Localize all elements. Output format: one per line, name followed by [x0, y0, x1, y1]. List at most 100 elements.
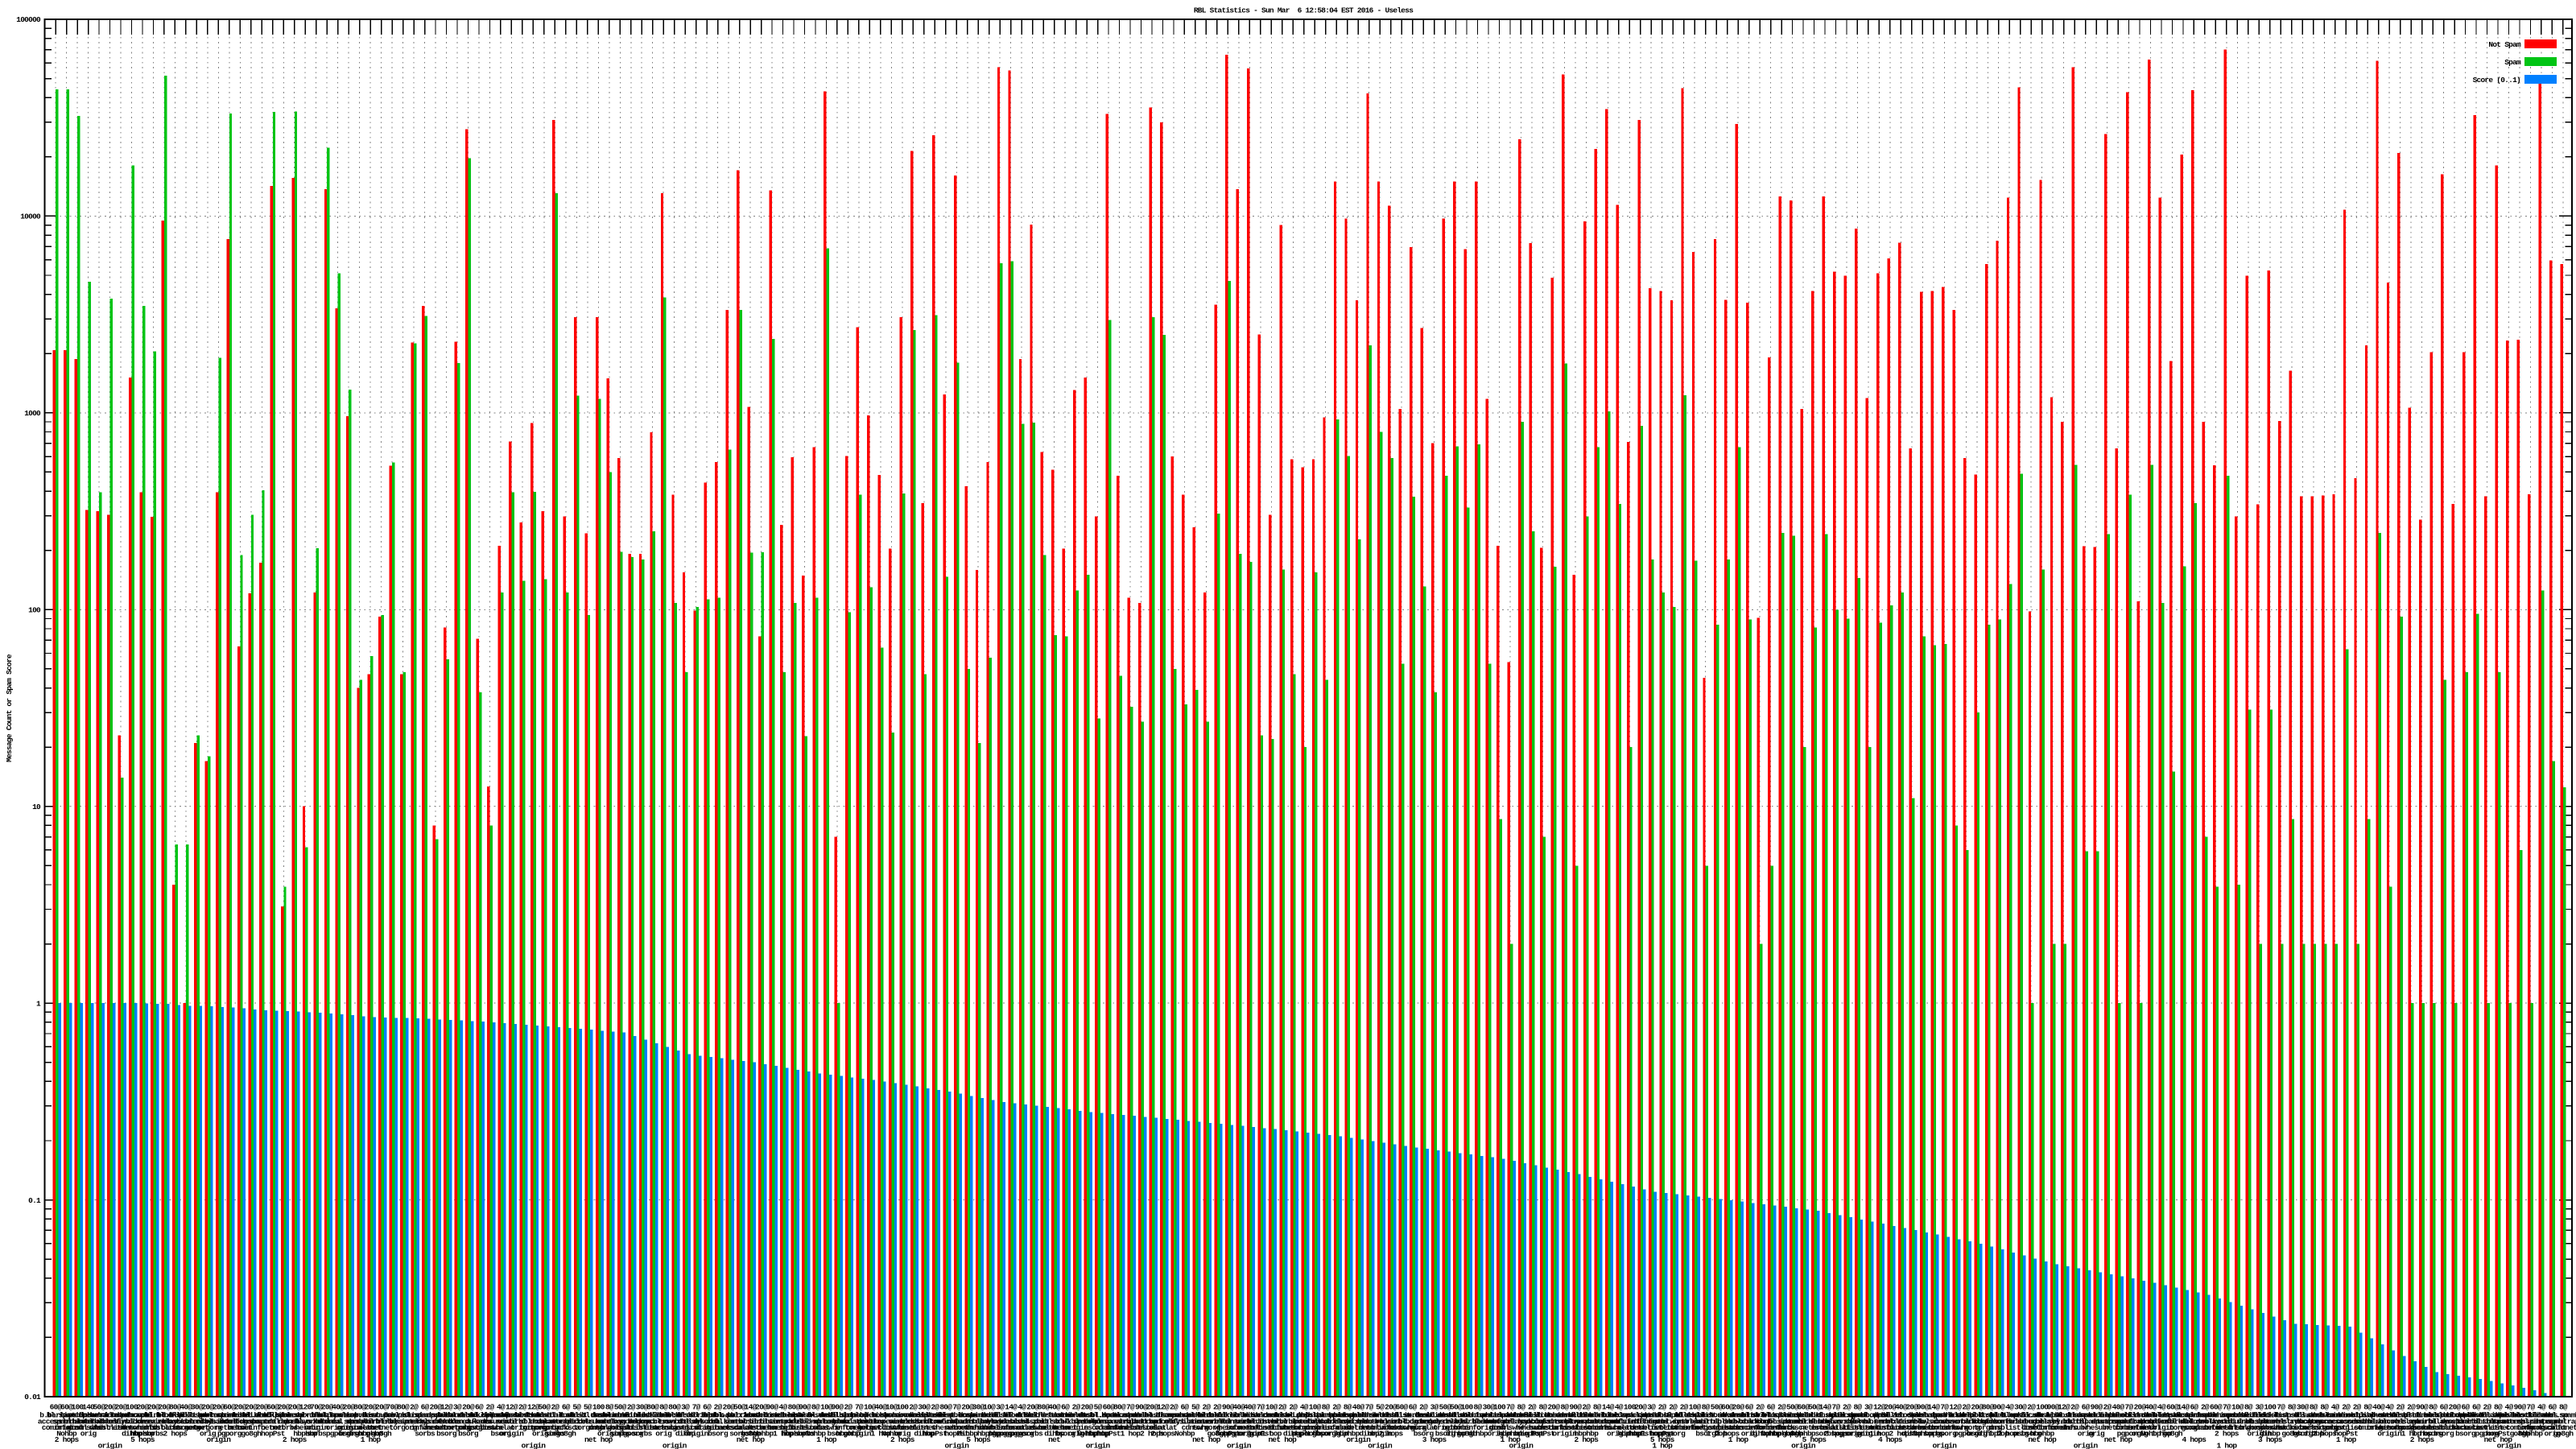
svg-text:2@: 2@	[1419, 1403, 1428, 1412]
svg-text:orig: orig	[2078, 1429, 2095, 1438]
svg-text:netbrbs: netbrbs	[780, 1423, 809, 1432]
svg-text:cdnswhe: cdnswhe	[476, 1423, 505, 1432]
svg-text:list.dnsw: list.dnsw	[1525, 1411, 1562, 1420]
svg-text:listlist: listlist	[1646, 1423, 1678, 1432]
svg-text:3@: 3@	[2255, 1403, 2264, 1412]
svg-text:pgporg: pgporg	[988, 1429, 1013, 1438]
svg-text:Nohbp: Nohbp	[56, 1429, 77, 1438]
svg-text:cominfo: cominfo	[1735, 1423, 1764, 1432]
svg-text:dnsbl.dron: dnsbl.dron	[795, 1411, 836, 1420]
svg-text:90@: 90@	[1222, 1403, 1235, 1412]
svg-text:b.barrac: b.barrac	[354, 1411, 387, 1420]
svg-text:access.: access.	[1930, 1417, 1959, 1426]
svg-text:6@: 6@	[2082, 1403, 2091, 1412]
svg-text:list.dnsw: list.dnsw	[60, 1411, 97, 1420]
svg-text:2 hops: 2 hops	[1151, 1429, 1176, 1438]
svg-text:cominfo: cominfo	[541, 1423, 570, 1432]
svg-text:14@: 14@	[1602, 1403, 1615, 1412]
svg-text:relays.bl: relays.bl	[2035, 1417, 2072, 1426]
svg-text:dnsrbl.: dnsrbl.	[1898, 1417, 1926, 1426]
svg-text:hostkarma: hostkarma	[1145, 1411, 1182, 1420]
svg-text:dul.dns: dul.dns	[2006, 1417, 2035, 1426]
svg-text:dnsbl-1.uc: dnsbl-1.uc	[524, 1411, 565, 1420]
svg-text:30@: 30@	[1483, 1403, 1496, 1412]
svg-text:combined: combined	[2222, 1411, 2255, 1420]
svg-text:2@: 2@	[1289, 1403, 1298, 1412]
svg-text:b.barrac: b.barrac	[39, 1411, 72, 1420]
svg-text:7@: 7@	[1506, 1403, 1515, 1412]
svg-text:korea.se: korea.se	[1092, 1417, 1125, 1426]
svg-text:90@: 90@	[2047, 1403, 2060, 1412]
svg-text:origin: origin	[1791, 1441, 1816, 1449]
svg-text:hopPst: hopPst	[2486, 1429, 2510, 1438]
svg-text:truncate: truncate	[658, 1417, 691, 1426]
svg-text:5 hops: 5 hops	[1802, 1435, 1827, 1444]
svg-text:bl.block: bl.block	[1005, 1411, 1038, 1420]
svg-text:8@: 8@	[1517, 1403, 1525, 1412]
svg-text:bl.blockl: bl.blockl	[157, 1411, 194, 1420]
svg-text:whesubr: whesubr	[1909, 1423, 1938, 1432]
svg-text:db.wpbl.1: db.wpbl.1	[711, 1411, 748, 1420]
svg-text:korea.ser: korea.ser	[450, 1417, 487, 1426]
svg-text:relays.bl: relays.bl	[982, 1417, 1019, 1426]
svg-text:4@: 4@	[2157, 1403, 2166, 1412]
svg-text:netnet: netnet	[944, 1423, 968, 1432]
svg-text:2@: 2@	[1658, 1403, 1667, 1412]
svg-text:list.dnsw: list.dnsw	[1536, 1411, 1573, 1420]
svg-text:pgporg: pgporg	[1932, 1429, 1957, 1438]
svg-text:origin: origin	[522, 1441, 547, 1449]
svg-text:torgorg: torgorg	[519, 1423, 548, 1432]
svg-text:bogons.cy: bogons.cy	[1818, 1417, 1855, 1426]
svg-text:20@: 20@	[245, 1403, 258, 1412]
svg-text:net hop: net hop	[2028, 1435, 2057, 1444]
svg-text:backsca: backsca	[1724, 1423, 1753, 1432]
svg-text:sbl-xbl.: sbl-xbl.	[2015, 1417, 2047, 1426]
svg-text:7@: 7@	[2527, 1403, 2536, 1412]
svg-text:bogons.cy: bogons.cy	[613, 1417, 650, 1426]
svg-text:orig: orig	[80, 1429, 97, 1438]
svg-text:combined.a: combined.a	[221, 1411, 262, 1420]
svg-text:korea.se: korea.se	[181, 1417, 214, 1426]
svg-text:dihbp: dihbp	[2260, 1429, 2281, 1438]
svg-text:netnet: netnet	[1856, 1423, 1880, 1432]
svg-text:6@: 6@	[703, 1403, 712, 1412]
svg-text:virbl.dns: virbl.dns	[1699, 1417, 1736, 1426]
svg-text:whesubr: whesubr	[291, 1423, 320, 1432]
svg-text:spamrbl: spamrbl	[1778, 1417, 1807, 1426]
svg-text:dihbp: dihbp	[1468, 1429, 1488, 1438]
svg-text:go8gh: go8gh	[741, 1429, 762, 1438]
svg-text:netnet: netnet	[706, 1423, 730, 1432]
svg-text:hbphbp: hbphbp	[293, 1429, 318, 1438]
svg-text:orig: orig	[1513, 1429, 1530, 1438]
svg-text:rbl.inter: rbl.inter	[385, 1417, 422, 1426]
svg-text:20@: 20@	[462, 1403, 475, 1412]
svg-text:20@: 20@	[755, 1403, 768, 1412]
svg-text:b.barracud: b.barracud	[79, 1411, 120, 1420]
svg-text:hopPst: hopPst	[1249, 1429, 1273, 1438]
svg-text:dnsbl: dnsbl	[89, 1423, 110, 1432]
svg-text:40@: 40@	[1244, 1403, 1257, 1412]
svg-text:2@: 2@	[410, 1403, 419, 1412]
svg-text:virbl.dns: virbl.dns	[1623, 1417, 1660, 1426]
svg-text:origin: origin	[2248, 1429, 2273, 1438]
svg-text:dnsbl.sorb: dnsbl.sorb	[665, 1411, 706, 1420]
svg-text:go8gh: go8gh	[1208, 1429, 1228, 1438]
svg-text:backsca: backsca	[551, 1423, 580, 1432]
svg-text:b.barracud: b.barracud	[1306, 1411, 1347, 1420]
svg-text:truncate: truncate	[2286, 1417, 2319, 1426]
svg-text:netnet: netnet	[369, 1423, 394, 1432]
svg-text:rbl.inter: rbl.inter	[2241, 1417, 2278, 1426]
svg-text:netbrbs: netbrbs	[1800, 1423, 1829, 1432]
svg-text:7@: 7@	[1832, 1403, 1841, 1412]
svg-text:cominfo: cominfo	[2050, 1423, 2079, 1432]
svg-text:hopPst: hopPst	[1096, 1429, 1121, 1438]
svg-text:spamtrap: spamtrap	[1104, 1417, 1137, 1426]
svg-text:pbl.spamh: pbl.spamh	[1329, 1411, 1366, 1420]
svg-text:torgorg: torgorg	[2169, 1423, 2198, 1432]
svg-text:bsorg: bsorg	[1435, 1429, 1456, 1438]
svg-text:dnsbl-1.u: dnsbl-1.u	[559, 1411, 596, 1420]
svg-text:badconf: badconf	[1149, 1417, 1178, 1426]
svg-text:2@: 2@	[2342, 1403, 2351, 1412]
svg-text:8@: 8@	[2559, 1403, 2568, 1412]
svg-text:dnsrbl.o: dnsrbl.o	[2363, 1417, 2396, 1426]
